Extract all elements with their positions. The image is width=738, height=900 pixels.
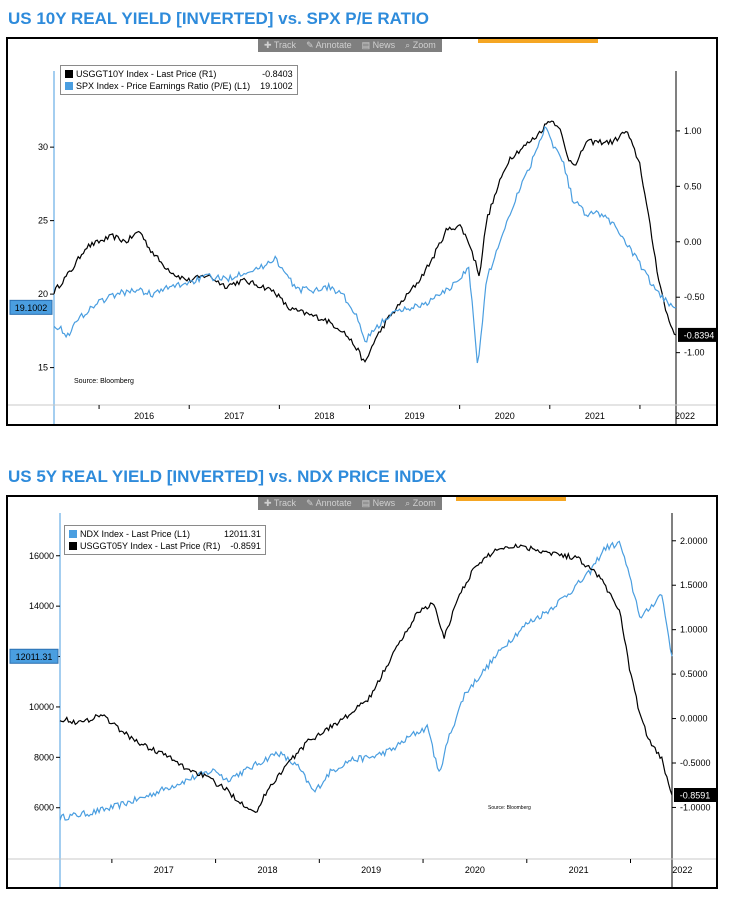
right-tick-label: -1.0000: [680, 802, 711, 812]
legend-swatch: [69, 542, 77, 550]
chart-2-legend: NDX Index - Last Price (L1) 12011.31 USGG…: [64, 525, 266, 555]
legend-value: -0.8403: [262, 69, 293, 79]
zoom-label: Zoom: [412, 40, 436, 50]
chart-2-top-highlight: [456, 497, 566, 501]
track-button[interactable]: ✚ Track: [264, 498, 297, 508]
x-tick-label: 2022: [672, 865, 692, 875]
chart-2-plot: 60008000100001200014000160002.00001.5000…: [8, 513, 716, 887]
legend-item: USGGT05Y Index - Last Price (R1) -0.8591: [69, 540, 261, 552]
x-tick-label: 2019: [405, 411, 425, 421]
chart-1-toolbar: ✚ Track ✎ Annotate ▤ News ⌕ Zoom: [258, 39, 442, 52]
last-right-tag: [678, 327, 716, 342]
source-label: Source: Bloomberg: [74, 378, 134, 385]
x-tick-label: 2017: [154, 865, 174, 875]
x-tick-label: 2020: [495, 411, 515, 421]
left-tick-label: 25: [38, 216, 48, 226]
legend-label: USGGT05Y Index - Last Price (R1): [80, 541, 221, 551]
right-tick-label: 1.00: [684, 126, 702, 136]
news-label: News: [372, 498, 396, 508]
x-tick-label: 2020: [465, 865, 485, 875]
last-left-label: 12011.31: [16, 652, 53, 662]
chart-1-top-highlight: [478, 39, 598, 43]
right-tick-label: -1.00: [684, 348, 705, 358]
last-left-label: 19.1002: [15, 303, 48, 313]
last-right-tag: [674, 788, 716, 802]
news-button[interactable]: ▤ News: [361, 40, 396, 50]
x-tick-label: 2018: [257, 865, 277, 875]
legend-label: SPX Index - Price Earnings Ratio (P/E) (…: [76, 81, 251, 91]
news-button[interactable]: ▤ News: [361, 498, 396, 508]
chart-1-plot: 15 20 25 30 1.00 0.50 0.00 -0.50 -1.00 2016 2017 20…: [8, 71, 716, 424]
x-tick-label: 2021: [569, 865, 589, 875]
chart-1-title: US 10Y REAL YIELD [INVERTED] vs. SPX P/E…: [8, 9, 430, 28]
track-label: Track: [273, 40, 297, 50]
legend-item: SPX Index - Price Earnings Ratio (P/E) (…: [65, 80, 293, 92]
zoom-button[interactable]: ⌕ Zoom: [405, 40, 436, 50]
legend-item: NDX Index - Last Price (L1) 12011.31: [69, 528, 261, 540]
chart-2-frame: ✚ Track ✎ Annotate ▤ News ⌕ Zoom 6000 800…: [6, 495, 718, 889]
left-tick-label: 15: [38, 363, 48, 373]
x-tick-label: 2022: [675, 411, 695, 421]
zoom-button[interactable]: ⌕ Zoom: [405, 498, 436, 508]
track-button[interactable]: ✚ Track: [264, 40, 297, 50]
chart-1-legend: USGGT10Y Index - Last Price (R1) -0.8403 …: [60, 65, 298, 95]
right-tick-label: -0.50: [684, 292, 705, 302]
legend-value: 19.1002: [260, 81, 293, 91]
chart-2-toolbar: ✚ Track ✎ Annotate ▤ News ⌕ Zoom: [258, 497, 442, 510]
left-tick-label: 20: [38, 289, 48, 299]
last-left-tag: [9, 648, 59, 664]
legend-swatch: [69, 530, 77, 538]
left-tick-label: 16000: [29, 551, 54, 561]
x-tick-label: 2016: [134, 411, 154, 421]
annotate-label: Annotate: [315, 498, 352, 508]
right-tick-label: 0.50: [684, 181, 702, 191]
series-line-right: [59, 543, 673, 813]
annotate-button[interactable]: ✎ Annotate: [306, 40, 352, 50]
right-tick-label: 0.00: [684, 237, 702, 247]
annotate-label: Annotate: [315, 40, 352, 50]
legend-value: 12011.31: [224, 529, 261, 539]
chart-2-title: US 5Y REAL YIELD [INVERTED] vs. NDX PRIC…: [8, 467, 447, 486]
last-right-label: -0.8394: [684, 330, 715, 340]
right-tick-label: 2.0000: [680, 536, 708, 546]
left-tick-label: 6000: [34, 803, 54, 813]
chart-1-frame: ✚ Track ✎ Annotate ▤ News ⌕ Zoom 15 20 25 3…: [6, 37, 718, 426]
legend-label: USGGT10Y Index - Last Price (R1): [76, 69, 217, 79]
left-tick-label: 14000: [29, 601, 54, 611]
legend-value: -0.8591: [230, 541, 261, 551]
x-tick-label: 2017: [224, 411, 244, 421]
right-tick-label: 1.5000: [680, 580, 708, 590]
legend-swatch: [65, 70, 73, 78]
series-line-left: [59, 540, 673, 821]
last-left-tag: [9, 299, 53, 315]
legend-label: NDX Index - Last Price (L1): [80, 529, 191, 539]
right-tick-label: -0.5000: [680, 758, 711, 768]
legend-swatch: [65, 82, 73, 90]
series-line-left: [53, 125, 677, 364]
last-right-label: -0.8591: [680, 791, 711, 801]
news-label: News: [372, 40, 396, 50]
right-tick-label: 1.0000: [680, 625, 708, 635]
right-tick-label: 0.0000: [680, 714, 708, 724]
series-line-right: [53, 120, 677, 363]
annotate-button[interactable]: ✎ Annotate: [306, 498, 352, 508]
zoom-label: Zoom: [412, 498, 436, 508]
track-label: Track: [273, 498, 297, 508]
left-tick-label: 8000: [34, 752, 54, 762]
x-tick-label: 2018: [314, 411, 334, 421]
left-tick-label: 10000: [29, 702, 54, 712]
right-tick-label: 0.5000: [680, 669, 708, 679]
left-tick-label: 30: [38, 142, 48, 152]
source-label: Source: Bloomberg: [488, 805, 531, 811]
x-tick-label: 2021: [585, 411, 605, 421]
x-tick-label: 2019: [361, 865, 381, 875]
legend-item: USGGT10Y Index - Last Price (R1) -0.8403: [65, 68, 293, 80]
